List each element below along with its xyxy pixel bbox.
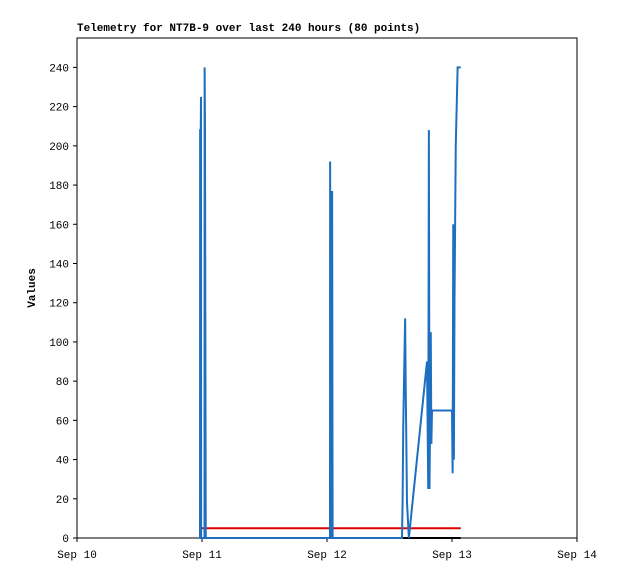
y-axis-label: Values bbox=[27, 268, 39, 308]
chart-title: Telemetry for NT7B-9 over last 240 hours… bbox=[77, 23, 420, 35]
y-tick-label: 40 bbox=[56, 456, 69, 468]
series-line bbox=[199, 66, 461, 539]
y-tick-label: 220 bbox=[49, 103, 69, 115]
y-tick-label: 200 bbox=[49, 142, 69, 154]
y-tick-label: 80 bbox=[56, 377, 69, 389]
y-tick-label: 240 bbox=[49, 63, 69, 75]
y-tick-label: 120 bbox=[49, 299, 69, 311]
x-tick-label: Sep 11 bbox=[182, 550, 222, 562]
y-tick-label: 140 bbox=[49, 259, 69, 271]
y-tick-label: 60 bbox=[56, 416, 69, 428]
y-tick-label: 100 bbox=[49, 338, 69, 350]
y-tick-label: 20 bbox=[56, 495, 69, 507]
x-tick-label: Sep 10 bbox=[57, 550, 97, 562]
y-tick-label: 0 bbox=[62, 534, 69, 546]
y-tick-label: 180 bbox=[49, 181, 69, 193]
x-tick-label: Sep 12 bbox=[307, 550, 347, 562]
plot-frame bbox=[76, 37, 578, 539]
x-tick-label: Sep 14 bbox=[557, 550, 597, 562]
x-tick-label: Sep 13 bbox=[432, 550, 472, 562]
y-tick-label: 160 bbox=[49, 220, 69, 232]
